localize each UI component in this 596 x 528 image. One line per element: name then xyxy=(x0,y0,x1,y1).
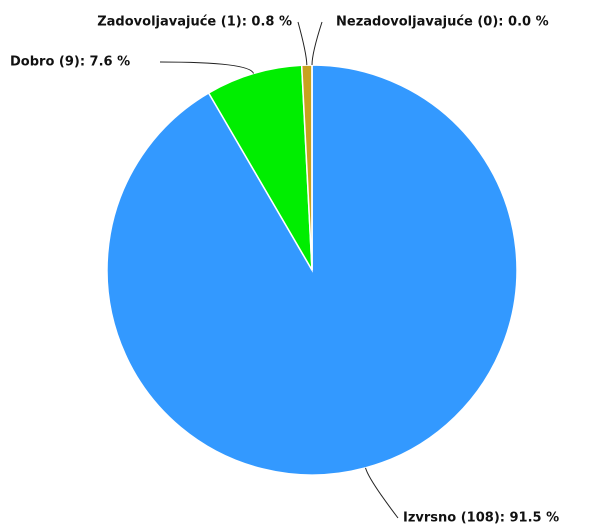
leader-line xyxy=(297,21,308,66)
slice-label: Zadovoljavajuće (1): 0.8 % xyxy=(97,15,292,30)
slice-label: Izvrsno (108): 91.5 % xyxy=(403,511,559,526)
slice-label: Dobro (9): 7.6 % xyxy=(10,55,130,70)
leader-line xyxy=(159,61,254,74)
slice-label: Nezadovoljavajuće (0): 0.0 % xyxy=(336,15,549,30)
leader-line xyxy=(311,21,323,66)
leader-line xyxy=(365,467,399,519)
pie-slice xyxy=(207,64,313,271)
